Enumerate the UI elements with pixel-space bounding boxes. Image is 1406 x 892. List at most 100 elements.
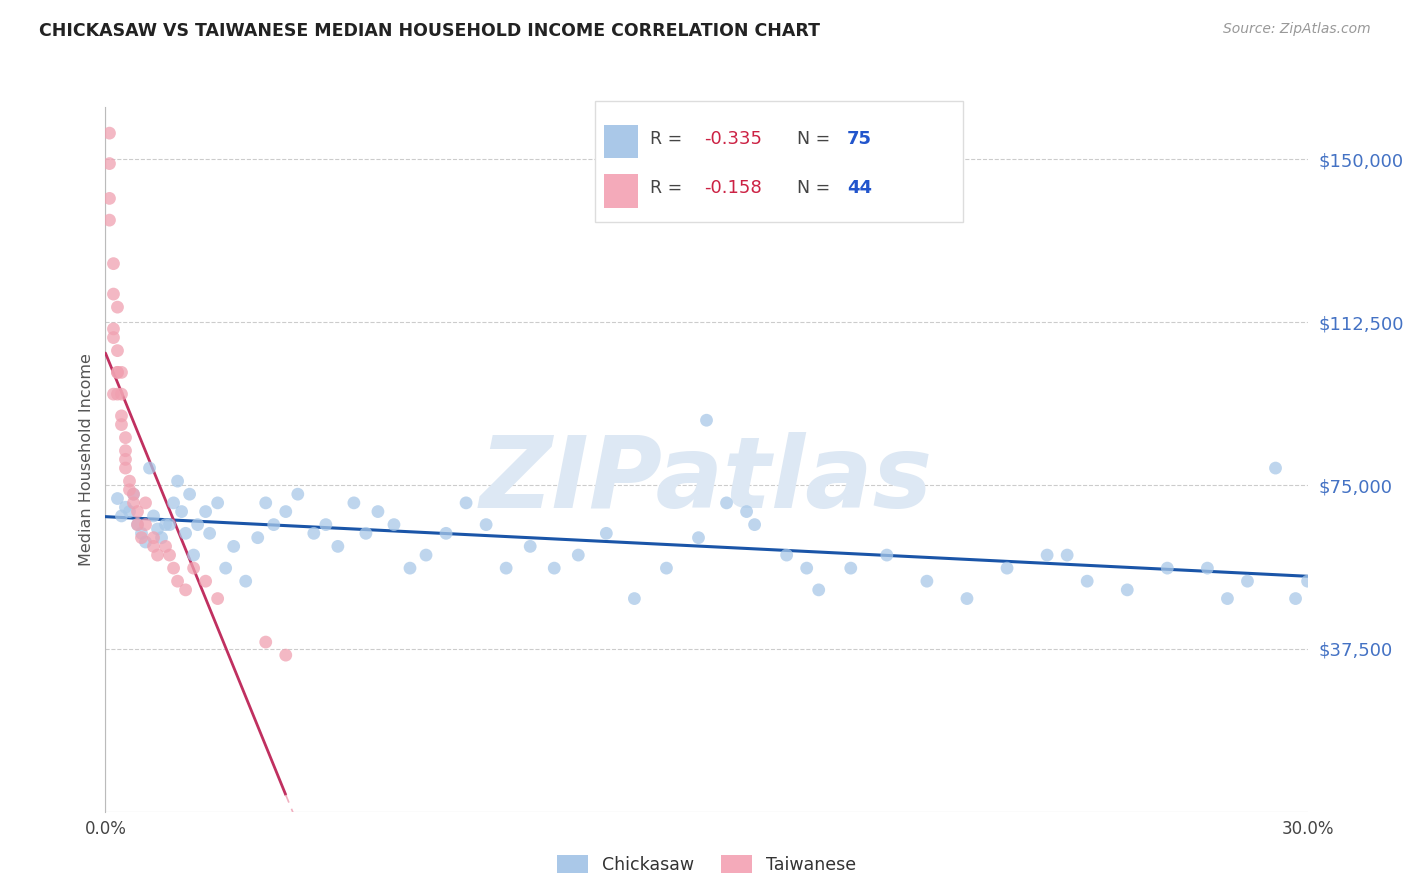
Point xyxy=(110,417,132,432)
Point xyxy=(122,487,145,501)
Point xyxy=(110,365,132,379)
Point xyxy=(274,505,297,519)
Text: N =: N = xyxy=(797,179,835,197)
Point xyxy=(696,413,718,427)
Text: R =: R = xyxy=(650,129,688,148)
Point xyxy=(98,156,121,170)
Point xyxy=(207,496,229,510)
Text: CHICKASAW VS TAIWANESE MEDIAN HOUSEHOLD INCOME CORRELATION CHART: CHICKASAW VS TAIWANESE MEDIAN HOUSEHOLD … xyxy=(39,22,820,40)
Point xyxy=(807,582,830,597)
Point xyxy=(744,517,766,532)
Point xyxy=(655,561,678,575)
Bar xyxy=(605,125,638,159)
Point xyxy=(1284,591,1306,606)
Point xyxy=(1216,591,1239,606)
Text: -0.335: -0.335 xyxy=(704,129,762,148)
Point xyxy=(146,522,169,536)
Point xyxy=(776,548,799,562)
Point xyxy=(107,387,129,401)
Point xyxy=(1236,574,1258,589)
Point xyxy=(1056,548,1078,562)
Point xyxy=(107,343,129,358)
Point xyxy=(159,517,181,532)
Point xyxy=(302,526,325,541)
Text: -0.158: -0.158 xyxy=(704,179,762,197)
Point xyxy=(519,540,541,554)
FancyBboxPatch shape xyxy=(595,102,963,222)
Point xyxy=(114,443,136,458)
Point xyxy=(131,531,153,545)
Point xyxy=(214,561,236,575)
Point xyxy=(198,526,221,541)
Point xyxy=(142,531,165,545)
Point xyxy=(235,574,257,589)
Point xyxy=(254,635,277,649)
Point xyxy=(142,540,165,554)
Point xyxy=(162,561,184,575)
Point xyxy=(415,548,437,562)
Point xyxy=(114,461,136,475)
Point xyxy=(114,452,136,467)
Point xyxy=(107,491,129,506)
Point xyxy=(716,496,738,510)
Point xyxy=(155,540,177,554)
Point xyxy=(122,487,145,501)
Point xyxy=(567,548,589,562)
Point xyxy=(1036,548,1059,562)
Text: N =: N = xyxy=(797,129,835,148)
Point xyxy=(1264,461,1286,475)
Point xyxy=(110,409,132,423)
Point xyxy=(127,517,149,532)
Text: R =: R = xyxy=(650,179,688,197)
Point xyxy=(162,496,184,510)
Point xyxy=(122,496,145,510)
Point xyxy=(915,574,938,589)
Point xyxy=(543,561,565,575)
Point xyxy=(274,648,297,662)
Point xyxy=(246,531,269,545)
Text: 44: 44 xyxy=(848,179,872,197)
Point xyxy=(142,508,165,523)
Point xyxy=(254,496,277,510)
Point xyxy=(183,561,205,575)
Point xyxy=(382,517,405,532)
Point xyxy=(118,474,141,488)
Point xyxy=(796,561,818,575)
Point xyxy=(155,517,177,532)
Point xyxy=(107,365,129,379)
Point xyxy=(315,517,337,532)
Point xyxy=(1296,574,1319,589)
Point xyxy=(222,540,245,554)
Point xyxy=(127,517,149,532)
Point xyxy=(354,526,377,541)
Text: ZIPatlas: ZIPatlas xyxy=(479,432,934,529)
Point xyxy=(956,591,979,606)
Point xyxy=(287,487,309,501)
Point xyxy=(174,526,197,541)
Point xyxy=(98,191,121,205)
Bar xyxy=(605,174,638,208)
Point xyxy=(1156,561,1178,575)
Point xyxy=(166,474,188,488)
Point xyxy=(166,574,188,589)
Point xyxy=(1197,561,1219,575)
Point xyxy=(114,431,136,445)
Point xyxy=(131,526,153,541)
Point xyxy=(118,483,141,497)
Point xyxy=(623,591,645,606)
Point xyxy=(98,213,121,227)
Point xyxy=(995,561,1018,575)
Point xyxy=(135,535,157,549)
Point xyxy=(495,561,517,575)
Point xyxy=(103,257,125,271)
Point xyxy=(1076,574,1098,589)
Point xyxy=(114,500,136,515)
Point xyxy=(194,574,217,589)
Point xyxy=(207,591,229,606)
Point xyxy=(170,505,193,519)
Point xyxy=(103,322,125,336)
Point xyxy=(434,526,457,541)
Point xyxy=(454,496,477,510)
Point xyxy=(135,496,157,510)
Point xyxy=(326,540,349,554)
